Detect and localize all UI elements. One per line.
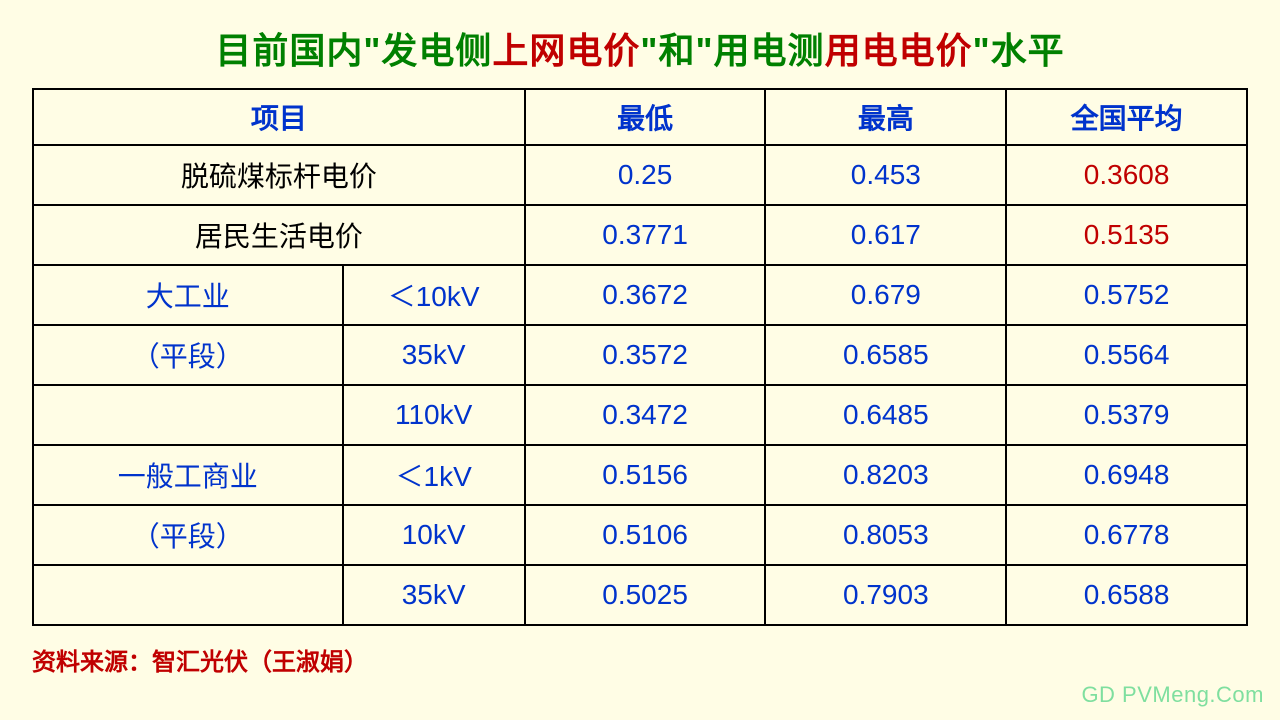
- row-sublabel: 110kV: [343, 385, 525, 445]
- row-label: [33, 385, 343, 445]
- cell-avg: 0.5135: [1006, 205, 1247, 265]
- cell-min: 0.3572: [525, 325, 766, 385]
- cell-avg: 0.6948: [1006, 445, 1247, 505]
- slide-page: 目前国内"发电侧上网电价"和"用电测用电电价"水平 项目 最低 最高 全国平均 …: [0, 0, 1280, 720]
- cell-max: 0.7903: [765, 565, 1006, 625]
- row-label: （平段）: [33, 505, 343, 565]
- price-table: 项目 最低 最高 全国平均 脱硫煤标杆电价0.250.4530.3608居民生活…: [32, 88, 1248, 626]
- row-sublabel: 35kV: [343, 565, 525, 625]
- cell-avg: 0.6588: [1006, 565, 1247, 625]
- title-segment: "水平: [973, 30, 1065, 71]
- page-title: 目前国内"发电侧上网电价"和"用电测用电电价"水平: [32, 22, 1248, 74]
- cell-max: 0.8203: [765, 445, 1006, 505]
- row-sublabel: ＜1kV: [343, 445, 525, 505]
- title-segment: 用电电价: [825, 30, 973, 71]
- table-row: 大工业＜10kV0.36720.6790.5752: [33, 265, 1247, 325]
- cell-max: 0.8053: [765, 505, 1006, 565]
- cell-max: 0.6485: [765, 385, 1006, 445]
- row-sublabel: 10kV: [343, 505, 525, 565]
- row-label: （平段）: [33, 325, 343, 385]
- cell-max: 0.453: [765, 145, 1006, 205]
- watermark-text: GD PVMeng.Com: [1081, 682, 1264, 708]
- row-label: 居民生活电价: [33, 205, 525, 265]
- cell-avg: 0.6778: [1006, 505, 1247, 565]
- cell-max: 0.6585: [765, 325, 1006, 385]
- row-label: 大工业: [33, 265, 343, 325]
- cell-avg: 0.5564: [1006, 325, 1247, 385]
- title-segment: "和"用电测: [640, 30, 824, 71]
- header-min: 最低: [525, 89, 766, 145]
- cell-max: 0.617: [765, 205, 1006, 265]
- table-header-row: 项目 最低 最高 全国平均: [33, 89, 1247, 145]
- table-row: 110kV0.34720.64850.5379: [33, 385, 1247, 445]
- table-row: 脱硫煤标杆电价0.250.4530.3608: [33, 145, 1247, 205]
- row-sublabel: ＜10kV: [343, 265, 525, 325]
- row-label: 脱硫煤标杆电价: [33, 145, 525, 205]
- cell-min: 0.3771: [525, 205, 766, 265]
- cell-min: 0.5106: [525, 505, 766, 565]
- table-row: 居民生活电价0.37710.6170.5135: [33, 205, 1247, 265]
- cell-min: 0.3472: [525, 385, 766, 445]
- row-sublabel: 35kV: [343, 325, 525, 385]
- cell-avg: 0.5379: [1006, 385, 1247, 445]
- cell-min: 0.3672: [525, 265, 766, 325]
- title-segment: 上网电价: [492, 30, 640, 71]
- source-text: 资料来源：智汇光伏（王淑娟）: [32, 642, 1248, 677]
- table-row: （平段）10kV0.51060.80530.6778: [33, 505, 1247, 565]
- cell-min: 0.5156: [525, 445, 766, 505]
- cell-max: 0.679: [765, 265, 1006, 325]
- table-body: 脱硫煤标杆电价0.250.4530.3608居民生活电价0.37710.6170…: [33, 145, 1247, 625]
- title-segment: 目前国内"发电侧: [215, 30, 492, 71]
- table-row: 一般工商业＜1kV0.51560.82030.6948: [33, 445, 1247, 505]
- row-label: 一般工商业: [33, 445, 343, 505]
- row-label: [33, 565, 343, 625]
- table-row: （平段）35kV0.35720.65850.5564: [33, 325, 1247, 385]
- cell-avg: 0.5752: [1006, 265, 1247, 325]
- cell-avg: 0.3608: [1006, 145, 1247, 205]
- header-max: 最高: [765, 89, 1006, 145]
- cell-min: 0.25: [525, 145, 766, 205]
- header-avg: 全国平均: [1006, 89, 1247, 145]
- cell-min: 0.5025: [525, 565, 766, 625]
- table-row: 35kV0.50250.79030.6588: [33, 565, 1247, 625]
- header-project: 项目: [33, 89, 525, 145]
